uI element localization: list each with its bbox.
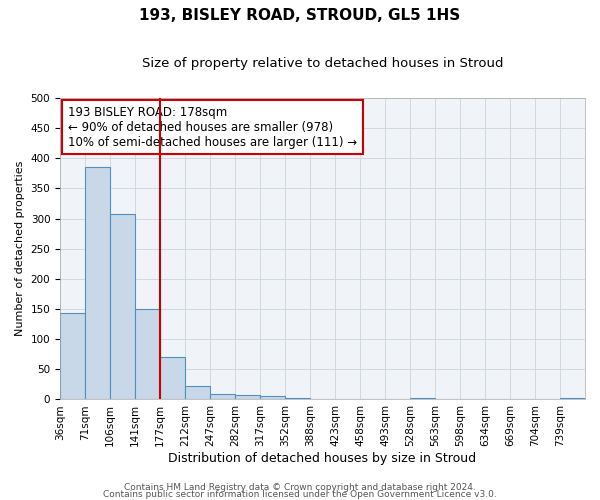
Bar [210, 394, 235, 400]
Bar [185, 386, 210, 400]
Text: Contains HM Land Registry data © Crown copyright and database right 2024.: Contains HM Land Registry data © Crown c… [124, 484, 476, 492]
Bar [85, 168, 110, 400]
Title: Size of property relative to detached houses in Stroud: Size of property relative to detached ho… [142, 58, 503, 70]
Bar [285, 398, 310, 400]
Bar [110, 214, 135, 400]
Text: Contains public sector information licensed under the Open Government Licence v3: Contains public sector information licen… [103, 490, 497, 499]
Bar [235, 395, 260, 400]
Bar [260, 396, 285, 400]
Bar [160, 358, 185, 400]
X-axis label: Distribution of detached houses by size in Stroud: Distribution of detached houses by size … [169, 452, 476, 465]
Bar [560, 398, 585, 400]
Y-axis label: Number of detached properties: Number of detached properties [15, 161, 25, 336]
Text: 193, BISLEY ROAD, STROUD, GL5 1HS: 193, BISLEY ROAD, STROUD, GL5 1HS [139, 8, 461, 22]
Bar [60, 314, 85, 400]
Bar [410, 398, 435, 400]
Text: 193 BISLEY ROAD: 178sqm
← 90% of detached houses are smaller (978)
10% of semi-d: 193 BISLEY ROAD: 178sqm ← 90% of detache… [68, 106, 357, 148]
Bar [135, 309, 160, 400]
